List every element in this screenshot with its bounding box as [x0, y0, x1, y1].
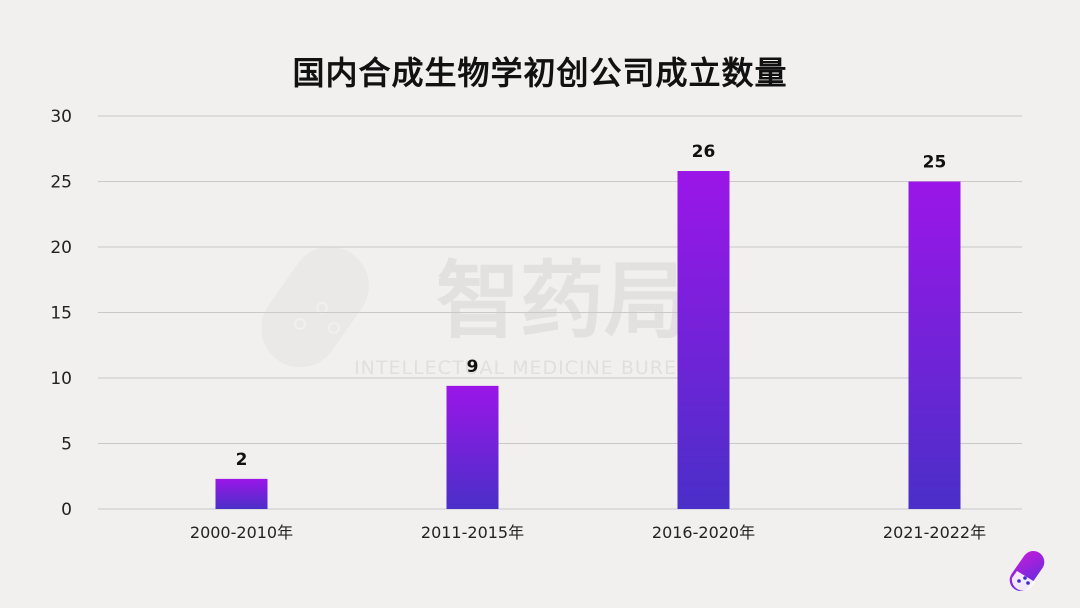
y-tick-label: 20	[50, 238, 72, 258]
x-tick-label: 2016-2020年	[652, 523, 755, 542]
watermark-subtitle: INTELLECTUAL MEDICINE BUREAU	[354, 357, 706, 379]
pill-logo-icon	[1009, 550, 1045, 592]
y-axis-ticks: 0 5 10 15 20 25 30	[50, 107, 72, 520]
bar	[446, 385, 499, 509]
x-tick-label: 2000-2010年	[190, 523, 293, 542]
data-label: 25	[923, 153, 947, 173]
y-tick-label: 10	[50, 369, 72, 389]
watermark-brand: 智药局	[436, 252, 688, 350]
bar	[677, 171, 730, 509]
y-tick-label: 0	[61, 500, 72, 520]
y-tick-label: 30	[50, 107, 72, 127]
x-axis-ticks: 2000-2010年 2011-2015年 2016-2020年 2021-2022年	[190, 523, 986, 542]
x-tick-label: 2011-2015年	[421, 523, 524, 542]
data-label: 9	[467, 357, 479, 377]
data-labels: 2 9 26 25	[236, 142, 947, 470]
watermark: 智药局 INTELLECTUAL MEDICINE BUREAU	[262, 246, 706, 379]
y-tick-label: 5	[61, 435, 72, 455]
bar	[908, 181, 961, 509]
y-tick-label: 25	[50, 173, 72, 193]
chart-title: 国内合成生物学初创公司成立数量	[292, 54, 788, 92]
bars	[215, 171, 961, 509]
data-label: 26	[692, 142, 716, 162]
y-tick-label: 15	[50, 304, 72, 324]
bar	[215, 478, 268, 509]
x-tick-label: 2021-2022年	[883, 523, 986, 542]
data-label: 2	[236, 450, 248, 470]
